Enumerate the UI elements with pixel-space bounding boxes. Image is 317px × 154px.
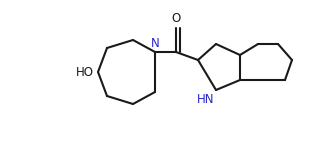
Text: HN: HN: [197, 93, 214, 106]
Text: O: O: [171, 12, 181, 25]
Text: N: N: [151, 37, 159, 50]
Text: HO: HO: [76, 65, 94, 79]
